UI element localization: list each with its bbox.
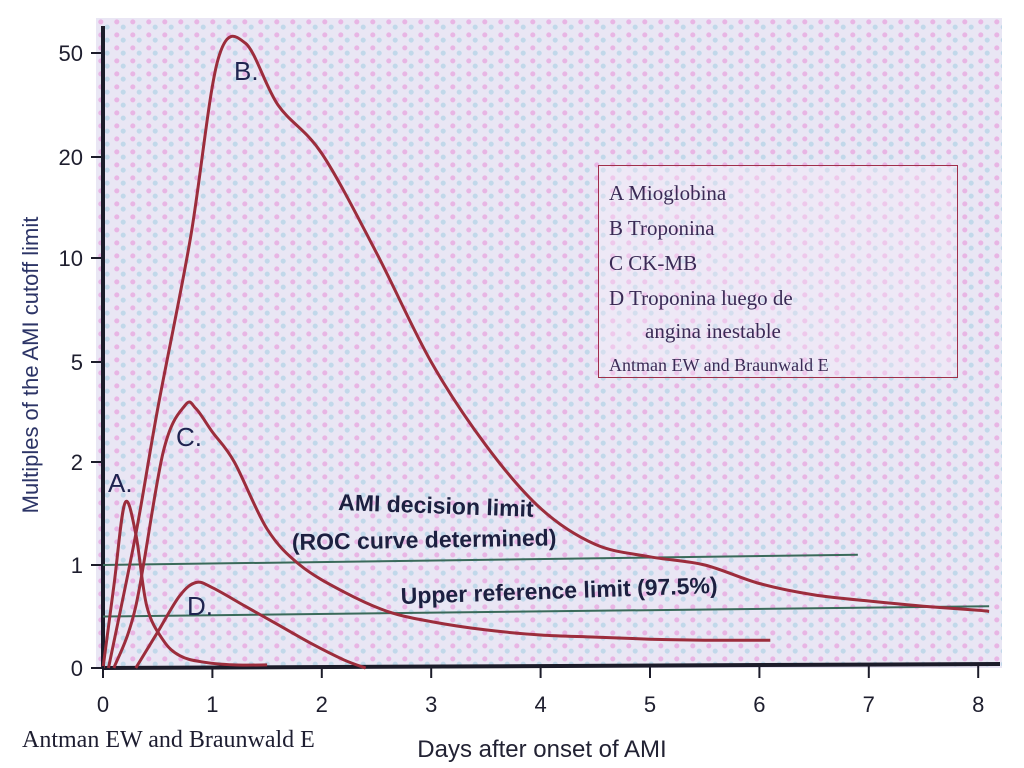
- legend-box: A Mioglobina B Troponina C CK-MB D Tropo…: [598, 165, 958, 378]
- y-tick-label: 20: [59, 145, 83, 170]
- ami-decision-limit-line: [102, 553, 858, 566]
- curve-a: [101, 499, 268, 669]
- y-tick-label: 1: [71, 553, 83, 578]
- curve-label-a: A.: [108, 468, 133, 498]
- curve-d: [134, 580, 367, 670]
- legend-item-d-continued: angina inestable: [645, 319, 781, 343]
- x-tick-label: 8: [972, 692, 984, 717]
- annotation-ami-decision-limit: AMI decision limit: [338, 489, 535, 522]
- legend-item-a: A Mioglobina: [609, 181, 727, 205]
- legend-item-c: C CK-MB: [609, 251, 698, 275]
- curve-label-d: D.: [187, 591, 213, 621]
- plot-area: [96, 18, 1002, 668]
- legend-item-d: D Troponina luego de: [609, 286, 793, 310]
- annotation-roc-curve: (ROC curve determined): [292, 524, 557, 555]
- legend-item-b: B Troponina: [609, 216, 715, 240]
- x-tick-label: 6: [753, 692, 765, 717]
- x-tick-label: 1: [206, 692, 218, 717]
- upper-reference-limit-line: [102, 605, 990, 618]
- y-tick-label: 50: [59, 41, 83, 66]
- annotation-upper-reference-limit: Upper reference limit (97.5%): [400, 572, 718, 609]
- x-axis-label: Days after onset of AMI: [417, 736, 666, 763]
- curve-b: [107, 34, 990, 669]
- y-tick-label: 10: [59, 246, 83, 271]
- x-tick-label: 7: [863, 692, 875, 717]
- x-tick-label: 5: [644, 692, 656, 717]
- x-tick-label: 4: [534, 692, 546, 717]
- source-credit: Antman EW and Braunwald E: [22, 727, 315, 753]
- y-tick-label: 5: [71, 350, 83, 375]
- x-axis-line: [102, 662, 1001, 670]
- curve-label-c: C.: [176, 422, 202, 452]
- curve-c: [112, 400, 771, 669]
- x-tick-label: 2: [316, 692, 328, 717]
- y-tick-label: 0: [71, 656, 83, 681]
- x-tick-label: 3: [425, 692, 437, 717]
- legend-source: Antman EW and Braunwald E: [609, 355, 829, 375]
- x-tick-label: 0: [97, 692, 109, 717]
- curve-label-b: B.: [234, 56, 259, 86]
- y-tick-label: 2: [71, 450, 83, 475]
- y-axis-label: Multiples of the AMI cutoff limit: [18, 217, 43, 514]
